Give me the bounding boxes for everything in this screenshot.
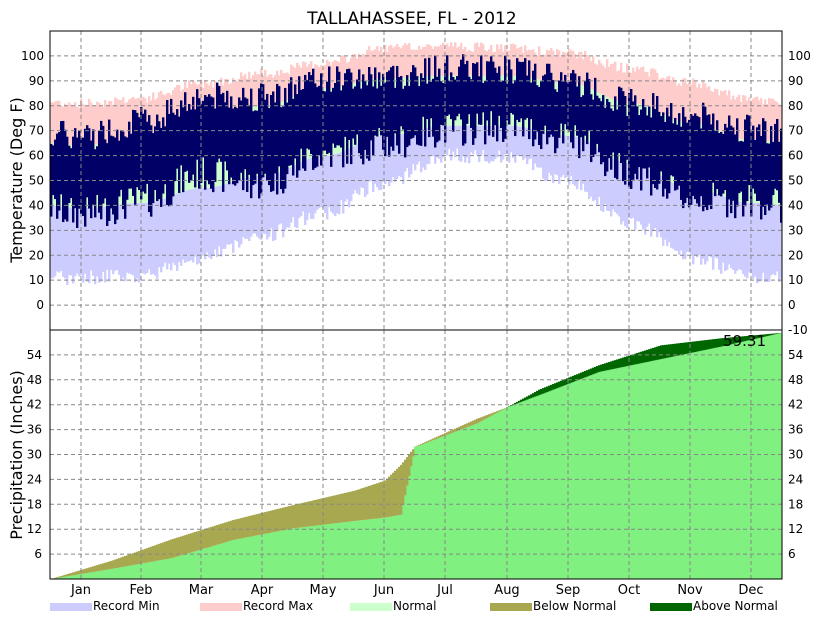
temp-tick-label-left: 50 [29,174,44,188]
month-tick-label: Feb [129,583,152,598]
precip-tick-label-right: 30 [788,448,803,462]
precip-tick-label-right: 24 [788,472,803,486]
temp-tick-label-left: 40 [29,198,44,212]
temp-tick-label-right: 90 [788,74,803,88]
precip-tick-label-right: 12 [788,522,803,536]
month-tick-label: Mar [189,583,214,598]
precip-tick-label-right: 54 [788,348,803,362]
month-tick-label: Oct [618,583,640,598]
precip-tick-label-left: 6 [34,547,42,561]
precip-tick-label-right: 42 [788,398,803,412]
precip-tick-label-right: 6 [788,547,796,561]
month-tick-label: Apr [251,583,274,598]
legend-swatch [350,603,392,611]
temp-tick-label-left: 0 [36,298,44,312]
legend-label: Normal [393,599,436,613]
month-tick-label: Aug [494,583,519,598]
month-tick-label: Jul [436,583,453,598]
temp-tick-label-right: 10 [788,273,803,287]
precip-tick-label-right: 36 [788,423,803,437]
temperature-panel: 0 10 20 30 40 50 60 70 80 90 100 -10 0 10 20 30 40 50 60 70… [21,31,811,337]
temp-tick-label-right: 50 [788,174,803,188]
temperature-axis-label: Temperature (Deg F) [7,97,26,264]
temp-tick-label-right: 0 [788,298,796,312]
temp-tick-label-right: -10 [788,323,808,337]
legend-label: Record Min [93,599,160,613]
legend-label: Above Normal [693,599,778,613]
month-tick-label: May [310,583,337,598]
month-tick-label: Jun [373,583,394,598]
below-normal-bar [500,410,502,411]
temp-tick-label-left: 90 [29,74,44,88]
month-tick-label: Nov [677,583,703,598]
below-normal-bar [502,409,504,410]
legend: Record Min Record Max Normal Below Normal Ab… [50,599,778,613]
temp-tick-label-left: 20 [29,248,44,262]
precip-tick-label-left: 18 [27,497,42,511]
below-normal-bar [498,410,500,411]
legend-label: Below Normal [533,599,616,613]
legend-swatch [50,603,92,611]
temp-tick-label-right: 20 [788,248,803,262]
temp-tick-label-left: 80 [29,99,44,113]
precip-tick-label-left: 36 [27,423,42,437]
temp-tick-label-right: 60 [788,149,803,163]
precip-tick-label-right: 18 [788,497,803,511]
temp-tick-label-right: 30 [788,223,803,237]
below-normal-bar [416,446,418,447]
legend-swatch [650,603,692,611]
legend-swatch [490,603,532,611]
temp-tick-label-left: 10 [29,273,44,287]
precip-tick-label-left: 12 [27,522,42,536]
precipitation-panel: 6 12 18 24 30 36 42 48 54 6 12 18 24 30 36 42 48 54 Jan Feb… [27,330,804,598]
temp-tick-label-left: 100 [21,49,44,63]
temp-tick-label-left: 70 [29,124,44,138]
precip-tick-label-left: 54 [27,348,42,362]
precip-tick-label-left: 30 [27,448,42,462]
temp-tick-label-left: 60 [29,149,44,163]
normal-precip-bars [52,333,782,579]
legend-swatch [200,603,242,611]
precip-tick-label-left: 24 [27,472,42,486]
chart-title: TALLAHASSEE, FL - 2012 [306,9,516,29]
month-tick-label: Sep [556,583,581,598]
temp-tick-label-right: 40 [788,198,803,212]
below-normal-bar [418,445,420,446]
month-tick-label: Jan [70,583,91,598]
precip-tick-label-left: 42 [27,398,42,412]
month-tick-label: Dec [738,583,763,598]
temp-tick-label-left: 30 [29,223,44,237]
below-normal-bar [412,449,414,456]
precip-tick-label-left: 48 [27,373,42,387]
below-normal-bar [420,444,422,445]
precipitation-axis-label: Precipitation (Inches) [7,370,26,540]
temp-tick-label-right: 70 [788,124,803,138]
temp-tick-label-right: 80 [788,99,803,113]
precip-tick-label-right: 48 [788,373,803,387]
legend-label: Record Max [243,599,313,613]
temp-tick-label-right: 100 [788,49,811,63]
total-precip-annotation: 59.31 [723,332,766,350]
